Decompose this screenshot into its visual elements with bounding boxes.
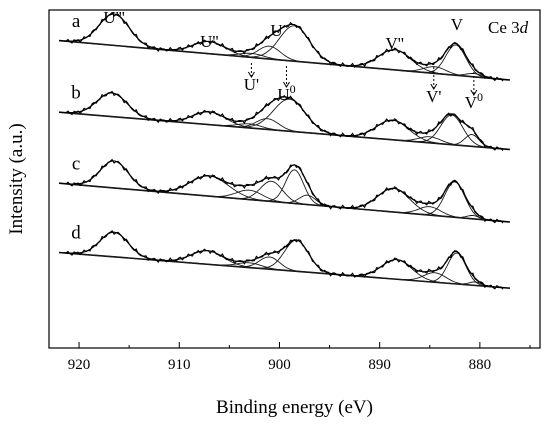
peak-label-top-3: V'' [386, 34, 404, 53]
plot-area [58, 11, 510, 290]
component-peak-a-4 [63, 25, 503, 80]
peak-label-bottom-2: V' [426, 87, 441, 106]
spectrum-d [58, 229, 510, 290]
component-peak-c-9 [63, 183, 503, 222]
measured-d [63, 229, 504, 290]
plot-frame [48, 9, 541, 349]
measured-b [63, 90, 504, 151]
peak-arrowhead-2 [430, 83, 438, 90]
y-axis-title: Intensity (a.u.) [6, 123, 27, 234]
peak-label-top-4: V [451, 15, 464, 34]
spectrum-a [58, 11, 510, 82]
x-tick-label-910: 910 [168, 357, 191, 373]
x-tick-label-920: 920 [68, 357, 91, 373]
peak-arrowhead-0 [247, 71, 255, 78]
component-peak-c-4 [63, 169, 503, 222]
x-axis-title: Binding energy (eV) [216, 397, 373, 418]
axes: 920 910 900 890 880 Binding energy (eV) Intens… [6, 9, 541, 418]
peak-label-bottom-3: V0 [465, 90, 483, 112]
series-label-d: d [71, 223, 81, 244]
x-tick-label-890: 890 [368, 357, 391, 373]
series-label-c: c [72, 153, 80, 174]
core-level-annotation: Ce 3d [488, 18, 529, 37]
spectrum-c [58, 158, 510, 224]
series-label-b: b [71, 82, 81, 103]
measured-a [63, 11, 504, 82]
peak-label-top-1: U'' [200, 32, 218, 51]
x-tick-label-900: 900 [268, 357, 291, 373]
peak-label-bottom-0: U' [244, 75, 259, 94]
component-peak-d-8 [63, 252, 503, 289]
x-tick-label-880: 880 [469, 357, 492, 373]
peak-arrowhead-1 [283, 81, 290, 88]
peak-label-top-0: U''' [103, 8, 124, 27]
series-label-a: a [72, 11, 81, 32]
spectrum-b [58, 90, 510, 151]
peak-label-top-2: U [270, 21, 282, 40]
component-peak-b-8 [63, 112, 503, 150]
measured-c [63, 158, 504, 224]
component-peak-a-8 [63, 40, 503, 80]
component-peak-c-1 [63, 175, 503, 222]
peak-arrowhead-3 [470, 89, 478, 96]
